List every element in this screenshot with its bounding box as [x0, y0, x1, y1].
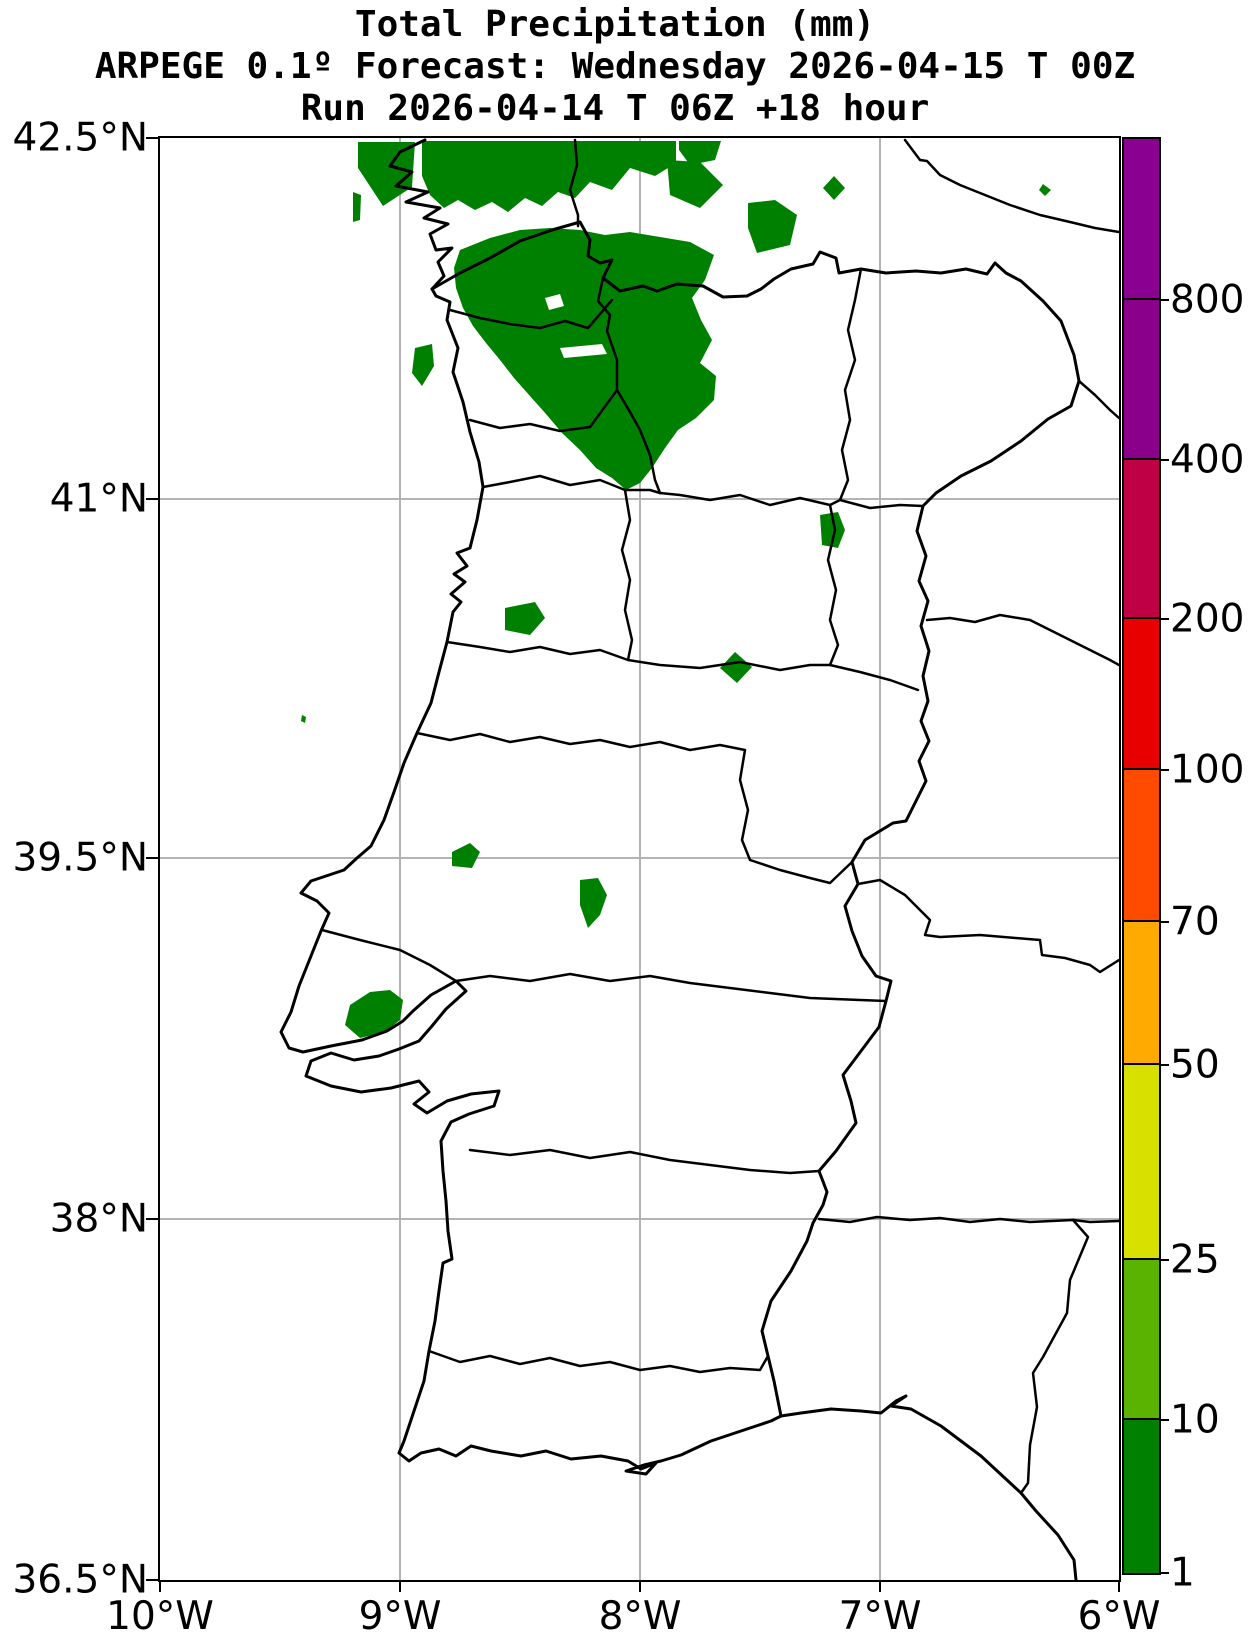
title-line-forecast: ARPEGE 0.1º Forecast: Wednesday 2026-04-… — [94, 46, 1136, 87]
district-viana-braga — [448, 298, 614, 330]
spain-pontevedra-ourense — [568, 138, 580, 228]
precip-area-lisbon-cell — [345, 990, 403, 1038]
precip-area-ne-speck — [1039, 184, 1051, 196]
district-ribatejo-alentejo — [454, 972, 888, 1003]
y-tick-label: 42.5°N — [12, 115, 148, 161]
x-tick-mark — [1118, 1580, 1120, 1592]
precip-area-ocean-speck — [301, 715, 306, 723]
precip-area-coast-blob — [412, 344, 434, 386]
colorbar-tick-label: 400 — [1170, 437, 1245, 483]
precipitation-colorbar — [1122, 137, 1161, 1575]
precip-area-castelo-branco-cell — [720, 652, 752, 683]
district-viseu-guarda — [826, 503, 840, 667]
spain-extremadura-andalucia — [817, 1215, 1119, 1224]
precip-area-north-pentagon — [748, 200, 797, 253]
colorbar-segment-200-400 — [1124, 460, 1159, 619]
spain-ourense-zamora — [903, 138, 1119, 234]
colorbar-tick-label: 1 — [1170, 1550, 1195, 1596]
y-tick-mark — [146, 1579, 158, 1581]
colorbar-segment-1-10 — [1124, 1420, 1159, 1573]
precip-area-galicia-left-triangle — [353, 142, 415, 222]
district-coimbra-leiria — [415, 731, 854, 885]
colorbar-tick-mark — [1159, 1259, 1169, 1261]
y-tick-mark — [146, 137, 158, 139]
colorbar-tick-label: 10 — [1170, 1397, 1220, 1443]
precip-area-abrantes-cell — [580, 878, 607, 928]
district-aveiro-viseu — [620, 488, 634, 662]
spain-zamora-salamanca — [1077, 379, 1119, 420]
y-tick-label: 39.5°N — [12, 835, 148, 881]
colorbar-tick-label: 70 — [1170, 899, 1220, 945]
colorbar-segment-25-50 — [1124, 1065, 1159, 1260]
district-vila-real-west — [596, 276, 662, 495]
district-beja-algarve — [427, 1349, 770, 1374]
x-tick-label: 8°W — [598, 1594, 682, 1639]
y-tick-mark — [146, 1218, 158, 1220]
colorbar-tick-mark — [1159, 1572, 1169, 1574]
colorbar-tick-mark — [1159, 459, 1169, 461]
x-tick-label: 7°W — [838, 1594, 922, 1639]
colorbar-tick-mark — [1159, 1419, 1169, 1421]
spain-huelva-sevilla — [1019, 1218, 1090, 1495]
x-tick-label: 10°W — [106, 1594, 214, 1639]
portugal-precipitation-map — [160, 138, 1119, 1580]
precip-area-vila-real-cell — [820, 512, 845, 548]
district-lisboa-santarem — [320, 928, 458, 983]
district-evora-beja — [468, 1148, 821, 1175]
colorbar-tick-label: 200 — [1170, 596, 1245, 642]
x-tick-mark — [399, 1580, 401, 1592]
spain-salamanca-caceres — [925, 613, 1119, 667]
figure-title: Total Precipitation (mm) ARPEGE 0.1º For… — [0, 4, 1230, 130]
precip-area-minho-mass — [454, 228, 716, 490]
colorbar-tick-mark — [1159, 1064, 1169, 1066]
y-tick-label: 41°N — [49, 476, 148, 522]
colorbar-tick-mark — [1159, 921, 1169, 923]
x-tick-label: 9°W — [358, 1594, 442, 1639]
precip-area-border-diamond — [823, 176, 845, 200]
district-braganca-vila-real — [838, 267, 863, 502]
y-tick-label: 36.5°N — [12, 1557, 148, 1603]
district-douro-line — [481, 474, 925, 510]
border-portugal-spain — [430, 220, 1081, 1418]
colorbar-tick-label: 50 — [1170, 1042, 1220, 1088]
coastline — [279, 138, 1078, 1580]
colorbar-tick-mark — [1159, 299, 1169, 301]
y-tick-mark — [146, 498, 158, 500]
colorbar-tick-label: 100 — [1170, 747, 1245, 793]
precip-area-top-strip — [679, 141, 721, 165]
colorbar-segment-70-100 — [1124, 770, 1159, 922]
precip-area-north-quad — [667, 160, 723, 208]
colorbar-segment-400-800 — [1124, 300, 1159, 460]
title-line-precipitation: Total Precipitation (mm) — [354, 4, 876, 45]
colorbar-segment-50-70 — [1124, 922, 1159, 1065]
colorbar-tick-mark — [1159, 618, 1169, 620]
district-coimbra-north — [445, 640, 920, 692]
y-tick-label: 38°N — [49, 1196, 148, 1242]
x-tick-mark — [159, 1580, 161, 1592]
title-line-run: Run 2026-04-14 T 06Z +18 hour — [300, 88, 930, 129]
colorbar-tick-label: 800 — [1170, 277, 1245, 323]
precip-area-coimbra-cell — [505, 602, 545, 635]
x-tick-mark — [639, 1580, 641, 1592]
colorbar-segment-10-25 — [1124, 1260, 1159, 1420]
precip-area-galicia-west — [422, 141, 676, 212]
x-tick-label: 6°W — [1077, 1594, 1161, 1639]
colorbar-segment-100-200 — [1124, 619, 1159, 770]
district-braga-porto — [468, 388, 619, 433]
map-panel — [158, 136, 1121, 1582]
precip-area-tomar-cell — [452, 843, 480, 868]
y-tick-mark — [146, 857, 158, 859]
colorbar-tick-mark — [1159, 769, 1169, 771]
spain-caceres-badajoz — [856, 878, 1119, 974]
x-tick-mark — [879, 1580, 881, 1592]
colorbar-tick-label: 25 — [1170, 1237, 1220, 1283]
colorbar-segment--800 — [1124, 139, 1159, 300]
